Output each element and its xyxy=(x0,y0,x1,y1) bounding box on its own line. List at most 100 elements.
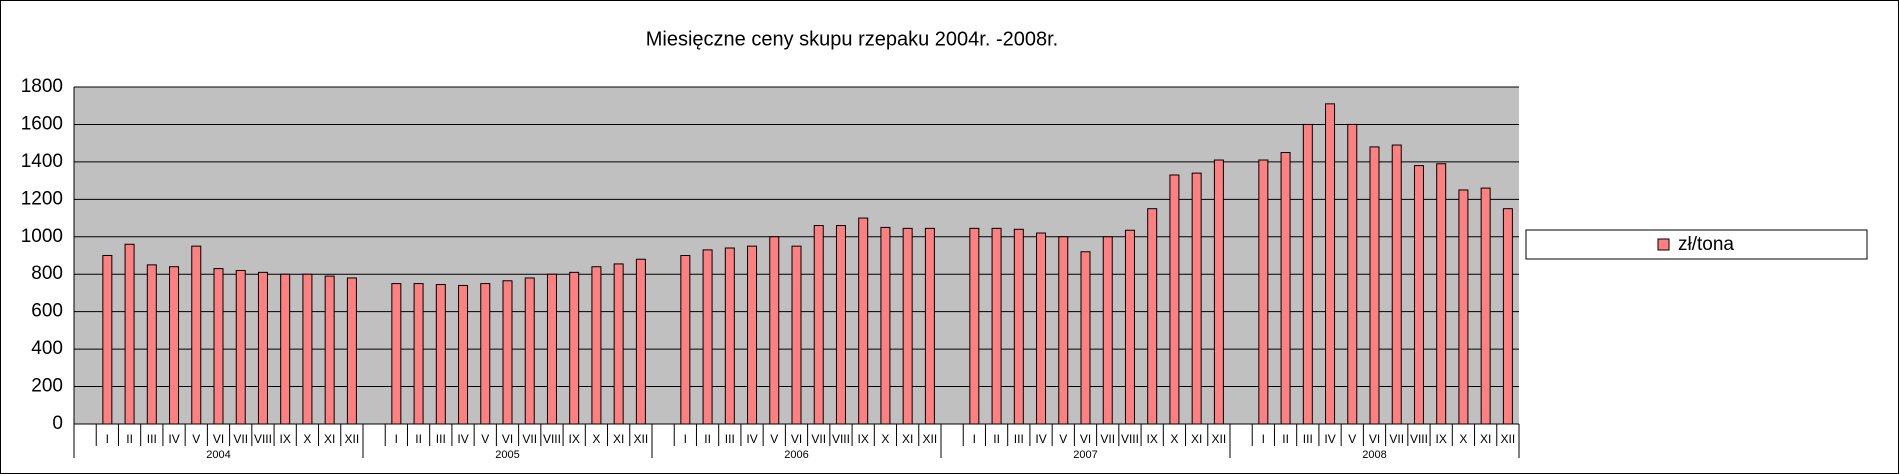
x-tick-label: XI xyxy=(324,432,335,446)
x-tick-label: XII xyxy=(634,432,649,446)
bar xyxy=(1213,159,1224,425)
x-tick-label: VII xyxy=(1389,432,1404,446)
x-tick-label: IV xyxy=(1035,432,1046,446)
bar xyxy=(1280,152,1291,425)
x-tick-label: VII xyxy=(233,432,248,446)
x-tick-label: XI xyxy=(613,432,624,446)
bar xyxy=(1036,232,1047,425)
x-tick-label: XI xyxy=(1480,432,1491,446)
y-tick-label: 1000 xyxy=(21,226,63,247)
bar xyxy=(280,273,291,425)
x-tick-label: V xyxy=(192,432,200,446)
x-tick-label: II xyxy=(704,432,711,446)
group-label: 2004 xyxy=(206,449,230,461)
x-tick-label: II xyxy=(993,432,1000,446)
x-tick-label: I xyxy=(106,432,109,446)
x-tick-label: VI xyxy=(1369,432,1380,446)
x-tick-label: XII xyxy=(1501,432,1516,446)
bar xyxy=(524,277,535,425)
bar xyxy=(880,226,891,425)
bar xyxy=(1480,187,1491,425)
bar xyxy=(235,269,246,425)
bar xyxy=(747,245,758,425)
y-tick-label: 1600 xyxy=(21,113,63,134)
x-tick-label: VI xyxy=(791,432,802,446)
x-tick-label: IX xyxy=(1436,432,1447,446)
bar xyxy=(124,243,135,425)
y-tick-label: 800 xyxy=(31,263,63,284)
bar xyxy=(1347,123,1358,425)
x-tick-label: IV xyxy=(746,432,757,446)
x-tick-label: VIII xyxy=(832,432,850,446)
bar xyxy=(1191,172,1202,425)
x-tick-label: III xyxy=(147,432,157,446)
bar xyxy=(502,280,513,425)
y-tick-label: 1400 xyxy=(21,151,63,172)
x-tick-label: II xyxy=(1282,432,1289,446)
x-tick-label: VIII xyxy=(1121,432,1139,446)
bar xyxy=(1169,174,1180,425)
x-tick-label: III xyxy=(1303,432,1313,446)
x-tick-label: XII xyxy=(923,432,938,446)
y-tick-label: 600 xyxy=(31,301,63,322)
bar xyxy=(924,227,935,425)
y-tick-label: 0 xyxy=(52,413,63,434)
bar xyxy=(680,255,691,425)
bar xyxy=(391,283,402,425)
x-tick-label: X xyxy=(1459,432,1467,446)
group-label: 2005 xyxy=(495,449,519,461)
x-tick-label: V xyxy=(1348,432,1356,446)
x-tick-label: VII xyxy=(811,432,826,446)
bar xyxy=(1436,163,1447,425)
bar xyxy=(1080,251,1091,425)
x-tick-label: XI xyxy=(1191,432,1202,446)
y-tick-label: 1200 xyxy=(21,188,63,209)
x-tick-label: III xyxy=(1014,432,1024,446)
x-tick-label: V xyxy=(1059,432,1067,446)
x-tick-label: IV xyxy=(1324,432,1335,446)
group-label: 2008 xyxy=(1362,449,1386,461)
x-tick-label: II xyxy=(126,432,133,446)
bar xyxy=(613,263,624,425)
chart-title: Miesięczne ceny skupu rzepaku 2004r. -20… xyxy=(646,28,1058,50)
bar xyxy=(1058,236,1069,425)
bar xyxy=(1502,208,1513,425)
bar xyxy=(413,283,424,425)
x-tick-label: IX xyxy=(280,432,291,446)
bar xyxy=(835,225,846,425)
bar xyxy=(302,273,313,425)
bar xyxy=(902,227,913,425)
bar xyxy=(1302,123,1313,425)
bar xyxy=(702,249,713,425)
x-tick-label: VIII xyxy=(1410,432,1428,446)
bar xyxy=(480,283,491,425)
x-tick-label: X xyxy=(592,432,600,446)
x-tick-label: I xyxy=(684,432,687,446)
bar xyxy=(257,271,268,425)
x-tick-label: V xyxy=(481,432,489,446)
x-tick-label: VIII xyxy=(543,432,561,446)
group-label: 2007 xyxy=(1073,449,1097,461)
x-tick-label: III xyxy=(725,432,735,446)
bar xyxy=(813,225,824,425)
bar xyxy=(1458,189,1469,425)
y-tick-label: 400 xyxy=(31,338,63,359)
x-tick-label: XII xyxy=(345,432,360,446)
x-tick-label: III xyxy=(436,432,446,446)
x-tick-label: IV xyxy=(168,432,179,446)
bar xyxy=(102,255,113,425)
group-label: 2006 xyxy=(784,449,808,461)
bar xyxy=(146,264,157,425)
bar xyxy=(1413,165,1424,425)
legend-swatch xyxy=(1657,238,1670,251)
x-tick-label: XII xyxy=(1212,432,1227,446)
x-tick-label: IX xyxy=(858,432,869,446)
x-tick-label: VI xyxy=(213,432,224,446)
bar xyxy=(546,273,557,425)
bar xyxy=(346,277,357,425)
bar xyxy=(169,266,180,425)
x-tick-label: I xyxy=(973,432,976,446)
bar xyxy=(635,258,646,425)
y-tick-label: 1800 xyxy=(21,76,63,97)
x-tick-label: VI xyxy=(1080,432,1091,446)
